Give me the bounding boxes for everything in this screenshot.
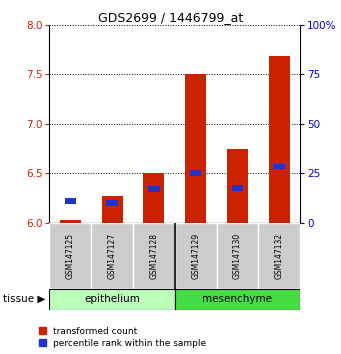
Bar bbox=[49, 223, 91, 289]
Bar bbox=[190, 171, 202, 176]
Bar bbox=[102, 196, 122, 223]
Bar bbox=[217, 223, 258, 289]
Bar bbox=[227, 149, 248, 223]
Text: GSM147128: GSM147128 bbox=[149, 233, 158, 279]
Bar bbox=[232, 185, 243, 191]
Text: GSM147132: GSM147132 bbox=[275, 233, 284, 279]
Bar bbox=[64, 198, 76, 204]
Bar bbox=[258, 223, 300, 289]
Bar bbox=[269, 57, 290, 223]
Bar bbox=[175, 289, 300, 310]
Bar bbox=[91, 223, 133, 289]
Text: GSM147125: GSM147125 bbox=[66, 233, 75, 279]
Text: GSM147129: GSM147129 bbox=[191, 233, 200, 279]
Text: tissue ▶: tissue ▶ bbox=[3, 294, 46, 304]
Legend: transformed count, percentile rank within the sample: transformed count, percentile rank withi… bbox=[39, 327, 206, 348]
Text: GSM147130: GSM147130 bbox=[233, 233, 242, 279]
Text: mesenchyme: mesenchyme bbox=[203, 294, 272, 304]
Bar bbox=[49, 289, 175, 310]
Bar bbox=[175, 223, 217, 289]
Bar bbox=[60, 220, 81, 223]
Text: epithelium: epithelium bbox=[84, 294, 140, 304]
Bar bbox=[185, 74, 206, 223]
Text: GDS2699 / 1446799_at: GDS2699 / 1446799_at bbox=[98, 11, 243, 24]
Bar bbox=[133, 223, 175, 289]
Bar bbox=[148, 186, 160, 192]
Text: GSM147127: GSM147127 bbox=[108, 233, 117, 279]
Bar bbox=[106, 200, 118, 206]
Bar bbox=[144, 173, 164, 223]
Bar bbox=[273, 164, 285, 170]
